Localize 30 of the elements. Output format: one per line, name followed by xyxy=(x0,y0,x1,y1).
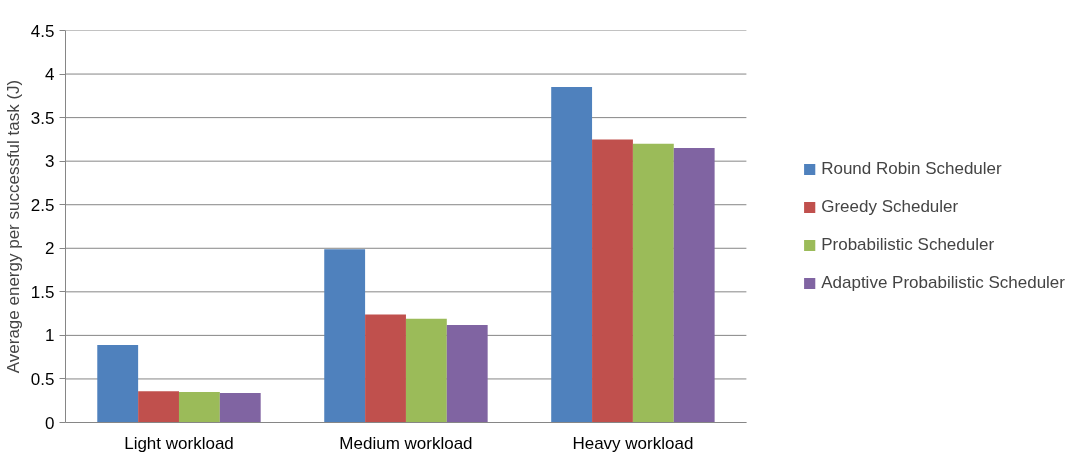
y-axis-title: Average energy per successful task (J) xyxy=(3,79,23,374)
bar xyxy=(446,324,488,423)
bar xyxy=(138,391,179,423)
bar xyxy=(324,249,366,423)
x-tick-label: Medium workload xyxy=(339,433,473,453)
x-tick-label: Heavy workload xyxy=(572,433,694,453)
bar xyxy=(219,392,261,423)
y-tick-label: 0 xyxy=(45,413,55,433)
y-tick-label: 1 xyxy=(45,326,55,346)
y-tick-label: 2 xyxy=(45,239,55,259)
bar xyxy=(178,392,220,423)
x-tick-label: Light workload xyxy=(124,433,234,453)
y-tick-label: 3 xyxy=(45,152,55,172)
bar xyxy=(405,318,447,423)
legend-label: Round Robin Scheduler xyxy=(821,159,1002,179)
y-tick-label: 4.5 xyxy=(30,21,55,41)
y-tick-label: 2.5 xyxy=(30,195,55,215)
bar xyxy=(632,143,674,423)
legend-label: Probabilistic Scheduler xyxy=(821,235,995,255)
y-tick-label: 1.5 xyxy=(30,282,55,302)
bar xyxy=(673,148,715,423)
y-tick-label: 0.5 xyxy=(30,369,55,389)
bar xyxy=(551,87,593,423)
legend-label: Adaptive Probabilistic Scheduler xyxy=(821,273,1065,293)
bar xyxy=(592,139,633,423)
y-tick-label: 3.5 xyxy=(30,108,55,128)
bar xyxy=(365,314,406,423)
bar xyxy=(97,344,139,423)
legend-label: Greedy Scheduler xyxy=(821,197,959,217)
y-tick-label: 4 xyxy=(45,65,55,85)
